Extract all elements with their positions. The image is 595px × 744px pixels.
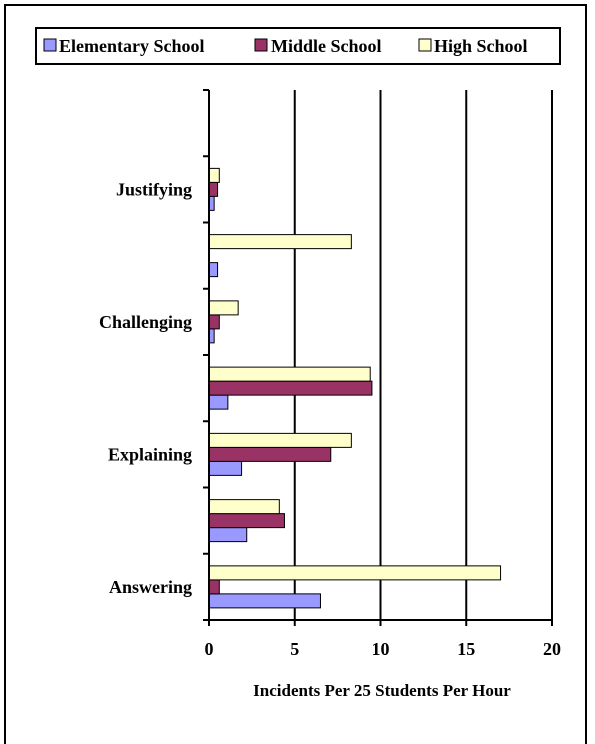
bar-high-school: [208, 499, 280, 515]
bar-elementary-school: [208, 460, 243, 476]
bar-middle-school: [208, 181, 219, 197]
legend-label: Elementary School: [59, 36, 205, 56]
x-tick-label: 20: [543, 639, 561, 659]
legend-swatch: [254, 38, 268, 52]
bar-high-school: [208, 234, 352, 250]
category-label: Justifying: [116, 179, 192, 199]
bar-elementary-school: [208, 527, 248, 543]
x-tick-label: 0: [205, 639, 214, 659]
legend-swatch: [418, 38, 432, 52]
bars: [208, 167, 502, 609]
legend-label: High School: [434, 36, 528, 56]
category-label: Explaining: [108, 444, 192, 464]
legend: Elementary School Middle School High Schoo…: [43, 36, 528, 56]
legend-label: Middle School: [271, 36, 382, 56]
chart-frame: [4, 4, 587, 744]
x-tick-label: 15: [457, 639, 475, 659]
x-tick-labels: 0 5 10 15 20: [205, 639, 562, 659]
bar-middle-school: [208, 513, 285, 529]
bar-elementary-school: [208, 394, 229, 410]
bar-high-school: [208, 565, 502, 581]
bar-elementary-school: [208, 262, 219, 278]
x-tick-label: 5: [290, 639, 299, 659]
bar-middle-school: [208, 314, 220, 330]
axes: [203, 89, 553, 626]
x-tick-label: 10: [372, 639, 390, 659]
bar-high-school: [208, 366, 371, 382]
bar-high-school: [208, 300, 239, 316]
bar-middle-school: [208, 579, 220, 595]
category-label: Challenging: [99, 312, 192, 332]
bar-high-school: [208, 167, 220, 183]
bar-middle-school: [208, 380, 373, 396]
legend-swatch: [43, 38, 57, 52]
x-axis-title: Incidents Per 25 Students Per Hour: [253, 681, 511, 700]
bar-middle-school: [208, 446, 332, 462]
bar-high-school: [208, 432, 352, 448]
bar-elementary-school: [208, 593, 321, 609]
category-labels: Answering Explaining Challenging Justifying: [99, 179, 192, 597]
gridlines: [293, 90, 553, 620]
category-label: Answering: [109, 577, 192, 597]
legend-box: [35, 27, 561, 65]
